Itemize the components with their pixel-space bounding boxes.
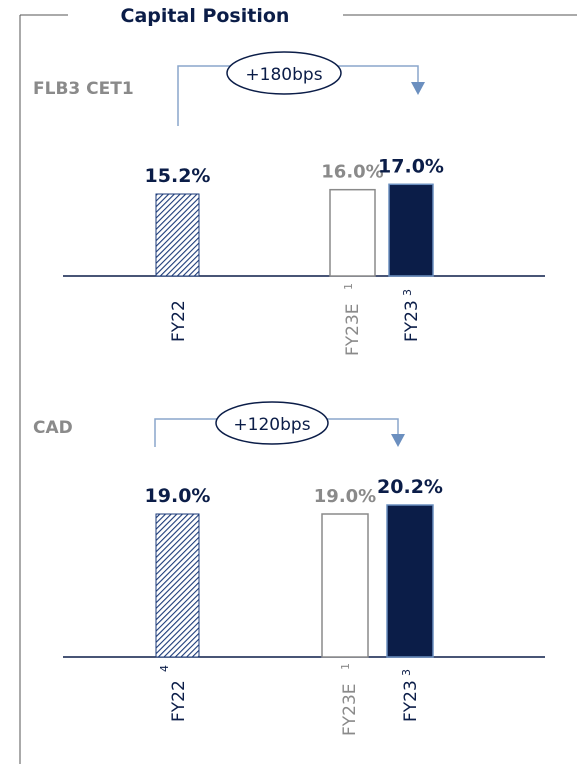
category-label-fy23: FY23 (402, 300, 422, 342)
change-arrowhead (391, 434, 405, 447)
value-label-fy23: 17.0% (378, 155, 444, 177)
bar-fy22 (155, 193, 200, 277)
panel-label: FLB3 CET1 (33, 79, 134, 99)
bar-fy22 (155, 513, 200, 658)
category-label-fy23: FY23 (401, 680, 421, 722)
value-label-fy23e: 16.0% (321, 162, 383, 183)
category-label-fy22: FY22 (169, 300, 189, 342)
footnote-marker: 3 (401, 289, 414, 296)
bar-fy23 (386, 504, 434, 658)
page-title: Capital Position (121, 5, 290, 27)
bar-fy23e (321, 513, 369, 658)
value-label-fy23e: 19.0% (314, 486, 376, 507)
value-label-fy23: 20.2% (377, 476, 443, 498)
category-label-fy23e: FY23E (340, 683, 360, 736)
panel-cad: CAD +120bps 19.0% 19.0% 20.2% FY22 4 FY2… (33, 401, 545, 736)
panel-flb3-cet1: FLB3 CET1 +180bps 15.2% 16.0% 17.0% FY22… (33, 51, 545, 356)
footnote-marker: 3 (400, 669, 413, 676)
footnote-marker: 1 (342, 283, 355, 290)
change-arrowhead (411, 82, 425, 95)
footnote-marker: 4 (158, 665, 171, 672)
panel-label: CAD (33, 418, 73, 438)
bar-fy23 (388, 183, 434, 277)
change-oval (226, 51, 342, 95)
change-label: +180bps (245, 65, 322, 85)
change-oval (215, 401, 329, 445)
change-label: +120bps (233, 415, 310, 435)
category-label-fy23e: FY23E (343, 303, 363, 356)
footnote-marker: 1 (339, 663, 352, 670)
value-label-fy22: 15.2% (145, 165, 211, 187)
category-label-fy22: FY22 (169, 680, 189, 722)
value-label-fy22: 19.0% (145, 485, 211, 507)
bar-fy23e (329, 188, 376, 277)
